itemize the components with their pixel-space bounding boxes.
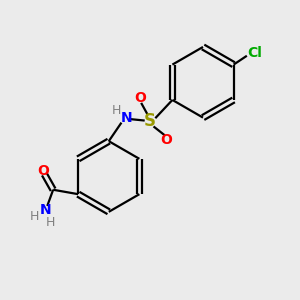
Text: S: S — [144, 112, 156, 130]
Text: O: O — [37, 164, 49, 178]
Text: O: O — [160, 133, 172, 147]
Text: H: H — [30, 210, 39, 223]
Text: N: N — [40, 203, 52, 218]
Text: Cl: Cl — [247, 46, 262, 60]
Text: O: O — [134, 92, 146, 106]
Text: N: N — [121, 111, 132, 124]
Text: H: H — [112, 104, 121, 117]
Text: H: H — [46, 216, 55, 229]
